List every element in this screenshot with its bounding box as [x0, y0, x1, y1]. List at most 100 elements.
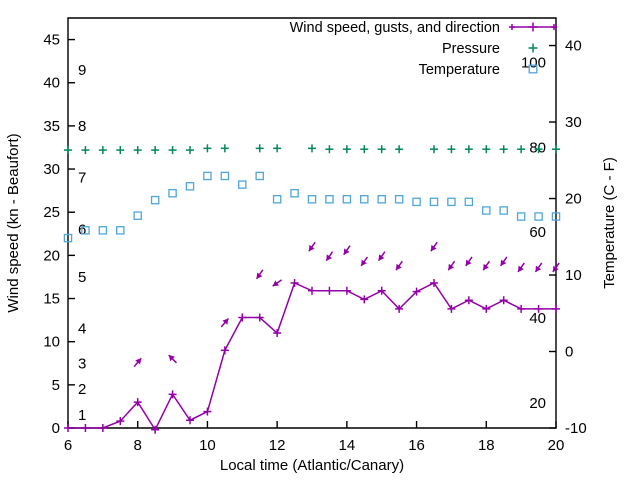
y-axis-tick-label: 45 — [43, 32, 60, 49]
beaufort-scale-label: 5 — [78, 269, 86, 286]
wind-direction-arrow — [255, 269, 264, 280]
temperature-point — [447, 197, 456, 207]
temperature-point — [116, 226, 125, 235]
wind-direction-arrow — [168, 354, 177, 364]
wind-speed-point — [98, 424, 107, 432]
temperature-point — [81, 226, 90, 235]
plot-frame — [67, 17, 557, 429]
pressure-point — [517, 145, 526, 154]
pressure-point — [186, 146, 194, 155]
y2-axis-tick-label: 20 — [565, 191, 582, 208]
pressure-point — [395, 145, 404, 154]
legend-item-label: Temperature — [419, 62, 500, 78]
wind-speed-point — [552, 304, 560, 313]
temperature-point — [551, 212, 561, 221]
temperature-point — [63, 233, 73, 243]
temperature-point — [255, 171, 264, 181]
wind-speed-point — [534, 304, 543, 313]
wind-speed-point — [168, 390, 177, 399]
wind-speed-point — [360, 295, 369, 304]
beaufort-scale-label: 3 — [78, 355, 86, 372]
pressure-point — [325, 145, 334, 154]
y2-axis-tick-label: 30 — [565, 114, 582, 131]
wind-speed-point — [482, 304, 491, 313]
wind-speed-line — [68, 281, 556, 432]
legend-swatch-plus — [528, 43, 538, 53]
x-axis-tick-label: 12 — [269, 437, 286, 454]
x-axis-tick-label: 8 — [134, 437, 142, 454]
legend-swatch-plus — [528, 22, 538, 32]
temperature-point — [482, 206, 491, 215]
pressure-point — [447, 145, 456, 154]
temperature-point — [203, 171, 212, 181]
fahrenheit-scale-label: 20 — [529, 395, 546, 412]
y2-axis-tick-label: -10 — [565, 420, 587, 437]
wind-speed-point — [308, 286, 316, 295]
pressure-point — [64, 146, 72, 155]
temperature-point — [377, 195, 386, 204]
temperature-point — [325, 195, 334, 204]
wind-direction-arrow — [395, 260, 403, 271]
y2-axis-tick-label: 40 — [565, 38, 582, 55]
temperature-point — [464, 197, 474, 207]
wind-speed-point — [273, 329, 282, 338]
pressure-point — [377, 145, 386, 154]
pressure-point — [430, 145, 438, 154]
temperature-point — [360, 195, 369, 204]
legend-swatch-end — [509, 24, 515, 30]
wind-direction-arrow — [325, 251, 334, 262]
wind-speed-point — [203, 407, 212, 416]
wind-speed-point — [255, 313, 264, 322]
y2-axis-tick-label: 0 — [565, 344, 573, 361]
y-axis-tick-label: 30 — [43, 161, 60, 178]
wind-speed-point — [290, 278, 299, 287]
temperature-point — [534, 212, 543, 221]
wind-speed-point — [325, 286, 334, 295]
wind-speed-point — [377, 286, 386, 295]
pressure-point — [464, 145, 473, 154]
y-axis-tick-label: 10 — [43, 334, 60, 351]
pressure-point — [273, 144, 282, 153]
beaufort-scale-label: 4 — [78, 321, 86, 338]
temperature-point — [238, 180, 247, 189]
temperature-point — [290, 188, 299, 198]
y-axis-tick-label: 25 — [43, 204, 60, 221]
beaufort-scale-label: 1 — [78, 407, 86, 424]
wind-speed-point — [238, 313, 247, 322]
wind-direction-arrow — [133, 357, 142, 368]
beaufort-scale-label: 9 — [78, 62, 86, 79]
temperature-point — [272, 195, 282, 204]
pressure-point — [534, 145, 543, 154]
wind-direction-arrow — [430, 241, 438, 252]
wind-speed-point — [186, 416, 194, 425]
wind-direction-arrow — [552, 262, 560, 273]
pressure-point — [552, 145, 560, 154]
temperature-point — [412, 197, 421, 207]
wind-speed-point — [395, 304, 404, 313]
wind-speed-point — [133, 398, 142, 407]
legend-swatch-square — [528, 64, 538, 74]
y-axis-tick-label: 20 — [43, 247, 60, 264]
temperature-point — [133, 211, 142, 220]
x-axis-tick-label: 6 — [64, 437, 72, 454]
pressure-point — [133, 146, 142, 155]
pressure-point — [168, 146, 177, 155]
x-axis-tick-label: 14 — [339, 437, 356, 454]
y2-axis-tick-label: 10 — [565, 267, 582, 284]
x-axis-tick-label: 10 — [199, 437, 216, 454]
x-axis-tick-label: 20 — [548, 437, 565, 454]
wind-speed-point — [464, 296, 473, 305]
wind-direction-arrow — [377, 251, 386, 262]
temperature-point — [516, 212, 526, 221]
wind-direction-arrow — [465, 256, 473, 267]
y-axis-tick-label: 15 — [43, 291, 60, 308]
pressure-point — [81, 146, 90, 155]
pressure-point — [98, 146, 107, 155]
pressure-point — [220, 144, 229, 153]
legend-swatch-end — [551, 24, 557, 30]
temperature-point — [185, 182, 195, 191]
wind-speed-point — [342, 286, 351, 295]
pressure-point — [482, 145, 491, 154]
wind-direction-arrow — [534, 262, 543, 273]
